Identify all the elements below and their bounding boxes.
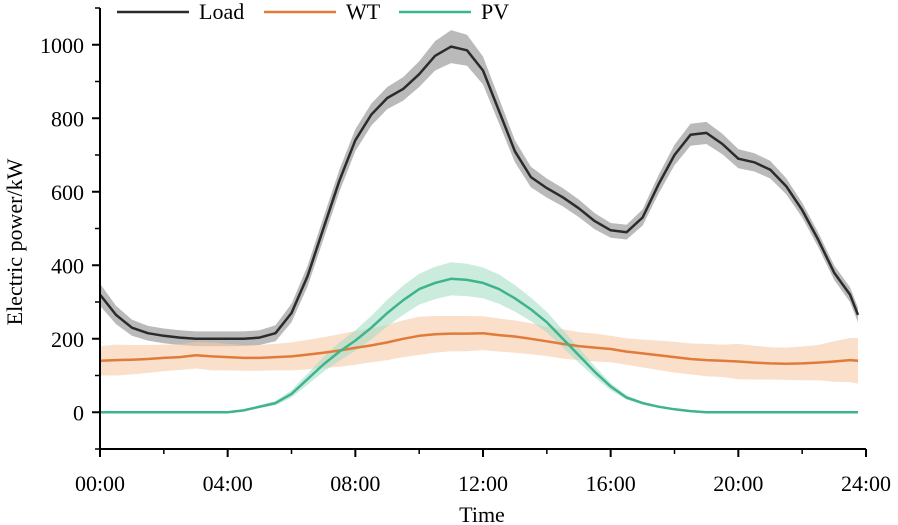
line-pv [100,277,858,414]
band-pv [100,262,858,413]
x-tick-label: 12:00 [458,471,508,496]
band-load [100,30,858,347]
x-tick-label: 00:00 [75,471,125,496]
ticks: 0 200 400 600 800 1000 00:00 04:00 08:00 12:00 16:… [40,7,891,496]
y-axis-title: Electric power/kW [2,158,27,325]
legend-label-pv: PV [481,0,509,24]
y-tick-label: 600 [51,180,84,205]
legend: Load WT PV [117,0,509,24]
y-tick-label: 1000 [40,33,84,58]
x-tick-label: 04:00 [203,471,253,496]
confidence-bands [100,30,858,413]
line-wt [99,331,859,365]
y-tick-label: 800 [51,106,84,131]
x-axis-title: Time [459,502,505,525]
x-tick-label: 16:00 [586,471,636,496]
legend-label-load: Load [199,0,244,24]
y-tick-label: 400 [51,253,84,278]
y-tick-label: 200 [51,327,84,352]
line-load [99,45,860,341]
x-tick-label: 24:00 [841,471,891,496]
band-wt [100,316,858,384]
y-tick-label: 0 [73,400,84,425]
x-tick-label: 20:00 [713,471,763,496]
legend-label-wt: WT [346,0,381,24]
series-lines [99,45,860,414]
x-tick-label: 08:00 [330,471,380,496]
